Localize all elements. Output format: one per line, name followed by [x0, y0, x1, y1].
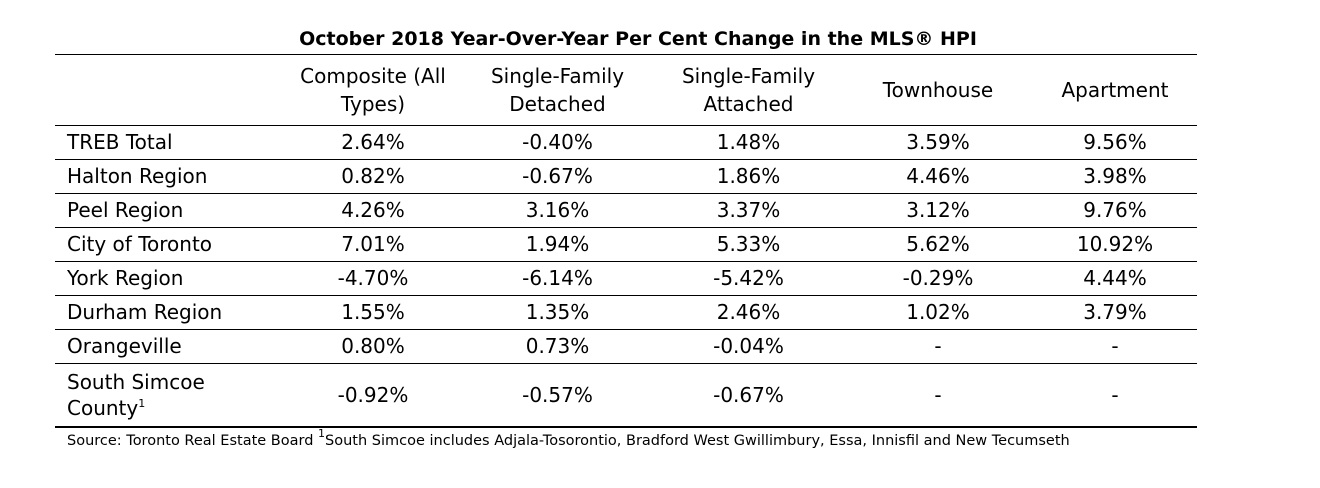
value-cell: -0.92%: [285, 363, 461, 428]
hpi-change-table: Composite (All Types) Single-Family Detach…: [55, 55, 1197, 428]
table-row-south-simcoe: South Simcoe County1 -0.92% -0.57% -0.67%…: [55, 363, 1197, 428]
footnote-marker: 1: [138, 397, 146, 410]
value-cell: 10.92%: [1033, 227, 1197, 262]
value-cell: 1.55%: [285, 295, 461, 330]
value-cell: 5.62%: [843, 227, 1033, 262]
region-name: Halton Region: [55, 159, 285, 194]
value-cell: 3.98%: [1033, 159, 1197, 194]
value-cell: 1.02%: [843, 295, 1033, 330]
value-cell: 0.80%: [285, 329, 461, 364]
value-cell: 9.56%: [1033, 125, 1197, 160]
column-header-attached: Single-Family Attached: [654, 55, 843, 126]
value-cell: -4.70%: [285, 261, 461, 296]
column-header-townhouse: Townhouse: [843, 55, 1033, 126]
region-name: City of Toronto: [55, 227, 285, 262]
value-cell: -: [1033, 363, 1197, 428]
value-cell: -: [843, 329, 1033, 364]
value-cell: 2.64%: [285, 125, 461, 160]
table-row: City of Toronto 7.01% 1.94% 5.33% 5.62% 10.92…: [55, 227, 1197, 262]
value-cell: -: [843, 363, 1033, 428]
header-row: Composite (All Types) Single-Family Detach…: [55, 55, 1197, 126]
value-cell: 4.44%: [1033, 261, 1197, 296]
hpi-table-container: October 2018 Year-Over-Year Per Cent Cha…: [55, 24, 1197, 454]
value-cell: -0.04%: [654, 329, 843, 364]
region-column-header: [55, 55, 285, 126]
table-row: Halton Region 0.82% -0.67% 1.86% 4.46% 3.98%: [55, 159, 1197, 194]
value-cell: 7.01%: [285, 227, 461, 262]
column-header-composite: Composite (All Types): [285, 55, 461, 126]
value-cell: 3.12%: [843, 193, 1033, 228]
column-header-apartment: Apartment: [1033, 55, 1197, 126]
value-cell: -0.29%: [843, 261, 1033, 296]
value-cell: 9.76%: [1033, 193, 1197, 228]
region-name: South Simcoe County1: [55, 363, 285, 428]
value-cell: 4.46%: [843, 159, 1033, 194]
value-cell: 1.48%: [654, 125, 843, 160]
region-name: York Region: [55, 261, 285, 296]
value-cell: -0.57%: [461, 363, 654, 428]
region-name: TREB Total: [55, 125, 285, 160]
value-cell: 3.16%: [461, 193, 654, 228]
value-cell: 3.37%: [654, 193, 843, 228]
value-cell: 4.26%: [285, 193, 461, 228]
footnote-marker: 1: [318, 427, 326, 440]
value-cell: 5.33%: [654, 227, 843, 262]
value-cell: 3.79%: [1033, 295, 1197, 330]
value-cell: -: [1033, 329, 1197, 364]
column-header-detached: Single-Family Detached: [461, 55, 654, 126]
source-note: Source: Toronto Real Estate Board 1South…: [67, 427, 1070, 449]
region-name: Peel Region: [55, 193, 285, 228]
value-cell: 1.35%: [461, 295, 654, 330]
value-cell: 2.46%: [654, 295, 843, 330]
region-name: Durham Region: [55, 295, 285, 330]
value-cell: 3.59%: [843, 125, 1033, 160]
table-row: TREB Total 2.64% -0.40% 1.48% 3.59% 9.56%: [55, 125, 1197, 160]
value-cell: -0.67%: [654, 363, 843, 428]
value-cell: 0.73%: [461, 329, 654, 364]
region-name: Orangeville: [55, 329, 285, 364]
table-row: York Region -4.70% -6.14% -5.42% -0.29% 4.44%: [55, 261, 1197, 296]
table-title: October 2018 Year-Over-Year Per Cent Cha…: [55, 24, 1197, 55]
table-row: Durham Region 1.55% 1.35% 2.46% 1.02% 3.79%: [55, 295, 1197, 330]
table-row: Orangeville 0.80% 0.73% -0.04% - -: [55, 329, 1197, 364]
value-cell: 0.82%: [285, 159, 461, 194]
table-row: Peel Region 4.26% 3.16% 3.37% 3.12% 9.76%: [55, 193, 1197, 228]
value-cell: 1.86%: [654, 159, 843, 194]
value-cell: -5.42%: [654, 261, 843, 296]
value-cell: -0.40%: [461, 125, 654, 160]
value-cell: -0.67%: [461, 159, 654, 194]
value-cell: -6.14%: [461, 261, 654, 296]
value-cell: 1.94%: [461, 227, 654, 262]
